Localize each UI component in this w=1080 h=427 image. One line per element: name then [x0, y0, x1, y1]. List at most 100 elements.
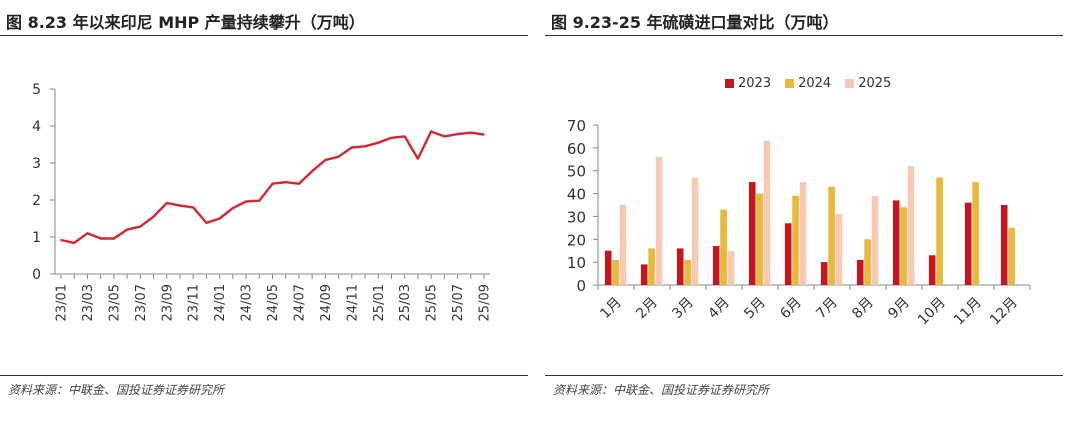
bar-2023	[748, 182, 756, 285]
data-point	[113, 237, 115, 240]
bar-2025	[727, 250, 735, 285]
x-tick-label: 24/07	[292, 284, 307, 321]
x-tick-label: 24/09	[319, 284, 334, 321]
x-tick-label: 24/01	[213, 284, 228, 321]
chart-legend: 2023 2024 2025	[725, 76, 891, 91]
y-tick-label: 20	[567, 231, 586, 249]
y-tick-label: 10	[567, 254, 586, 272]
legend-item-2024: 2024	[785, 76, 831, 91]
data-point	[192, 206, 194, 209]
bar-2025	[907, 166, 915, 285]
bar-2023	[676, 248, 684, 285]
x-tick-label: 24/05	[266, 284, 281, 321]
data-point	[179, 204, 181, 207]
bar-2024	[720, 209, 727, 285]
x-tick-label: 23/11	[187, 284, 202, 321]
x-tick-label: 2月	[633, 295, 661, 323]
line-chart: 0 1 2 3 4 5 23/01 23/03 23/05 23/07 23/09 23/11 24/0…	[32, 82, 492, 321]
x-tick-label: 25/07	[451, 284, 466, 321]
legend-label-2024: 2024	[798, 76, 832, 91]
data-point	[60, 239, 62, 241]
bar-2023	[892, 200, 900, 285]
y-tick-label: 50	[567, 163, 586, 181]
mhp-output-line	[60, 130, 485, 245]
x-tick-label: 4月	[705, 295, 733, 323]
x-tick-label: 23/09	[160, 284, 175, 321]
bar-2023	[1000, 205, 1008, 285]
data-point	[298, 182, 300, 185]
data-point	[364, 145, 366, 148]
bar-chart: 0 10 20 30 40 50 60 70 1月 2月 3月 4月 5月 6月 7月 8月 9月 10月 11月 1…	[567, 117, 1031, 329]
data-point	[430, 130, 432, 133]
data-point	[377, 141, 380, 144]
bar-2024	[828, 186, 835, 285]
x-tick-label: 6月	[777, 295, 805, 323]
y-tick-label: 30	[567, 208, 586, 226]
data-point	[456, 133, 459, 135]
x-tick-label: 25/01	[372, 284, 387, 321]
data-point	[139, 225, 142, 228]
bar-2025	[691, 177, 699, 285]
bar-2023	[856, 259, 864, 285]
legend-swatch-2023	[725, 79, 734, 88]
y-tick-label: 4	[32, 119, 41, 135]
x-tick-label: 24/11	[345, 284, 360, 321]
data-point	[324, 159, 327, 161]
legend-label-2023: 2023	[738, 76, 772, 91]
data-point	[403, 135, 406, 138]
source-rule	[0, 375, 528, 376]
x-tick-label: 8月	[849, 295, 877, 323]
data-point	[218, 217, 221, 220]
bar-2025	[799, 182, 807, 285]
data-point	[483, 133, 485, 136]
bar-2023	[604, 250, 612, 285]
data-point	[205, 222, 208, 224]
x-tick-label: 3月	[669, 295, 697, 323]
data-point	[73, 242, 76, 244]
x-tick-label: 5月	[741, 295, 769, 323]
data-point	[258, 199, 261, 202]
bar-2024	[792, 195, 799, 285]
bar-2023	[928, 255, 936, 285]
bar-2024	[1008, 227, 1015, 285]
data-point	[271, 182, 274, 185]
legend-swatch-2025	[845, 79, 855, 88]
source-note: 资料来源：中联金、国投证券证券研究所	[553, 383, 770, 397]
data-point	[126, 228, 128, 231]
data-point	[337, 155, 340, 158]
chart-title: 图 8.23 年以来印尼 MHP 产量持续攀升（万吨）	[6, 13, 365, 32]
x-tick-label: 10月	[915, 295, 949, 329]
legend-item-2023: 2023	[725, 76, 771, 91]
x-tick-label: 23/01	[55, 284, 70, 321]
sulfur-import-panel: 图 9.23-25 年硫磺进口量对比（万吨） 2023 2024 2025 0 1…	[545, 0, 1063, 427]
data-point	[152, 215, 155, 218]
bar-2024	[900, 207, 907, 285]
bar-2024	[864, 239, 871, 285]
data-point	[469, 131, 472, 134]
bar-2024	[936, 177, 943, 285]
data-point	[311, 170, 313, 172]
bar-2024	[612, 259, 619, 285]
x-tick-label: 7月	[813, 295, 841, 323]
legend-item-2025: 2025	[845, 76, 891, 91]
x-tick-label: 23/03	[81, 284, 96, 321]
bar-2023	[784, 223, 792, 285]
title-rule	[0, 35, 528, 36]
bar-2023	[640, 264, 648, 285]
data-point	[417, 157, 419, 160]
data-point	[232, 207, 234, 209]
title-rule	[545, 35, 1063, 36]
x-tick-label: 11月	[951, 295, 985, 329]
y-tick-label: 2	[32, 193, 41, 209]
data-point	[351, 146, 353, 149]
bar-2024	[648, 248, 655, 285]
y-tick-label: 0	[576, 277, 586, 295]
x-tick-label: 12月	[987, 295, 1021, 329]
bar-2025	[655, 157, 663, 285]
bar-2025	[871, 195, 879, 285]
y-tick-label: 70	[567, 117, 586, 135]
x-tick-label: 24/03	[240, 284, 255, 321]
source-rule	[545, 375, 1063, 376]
data-point	[165, 202, 168, 204]
chart-title: 图 9.23-25 年硫磺进口量对比（万吨）	[551, 13, 839, 32]
